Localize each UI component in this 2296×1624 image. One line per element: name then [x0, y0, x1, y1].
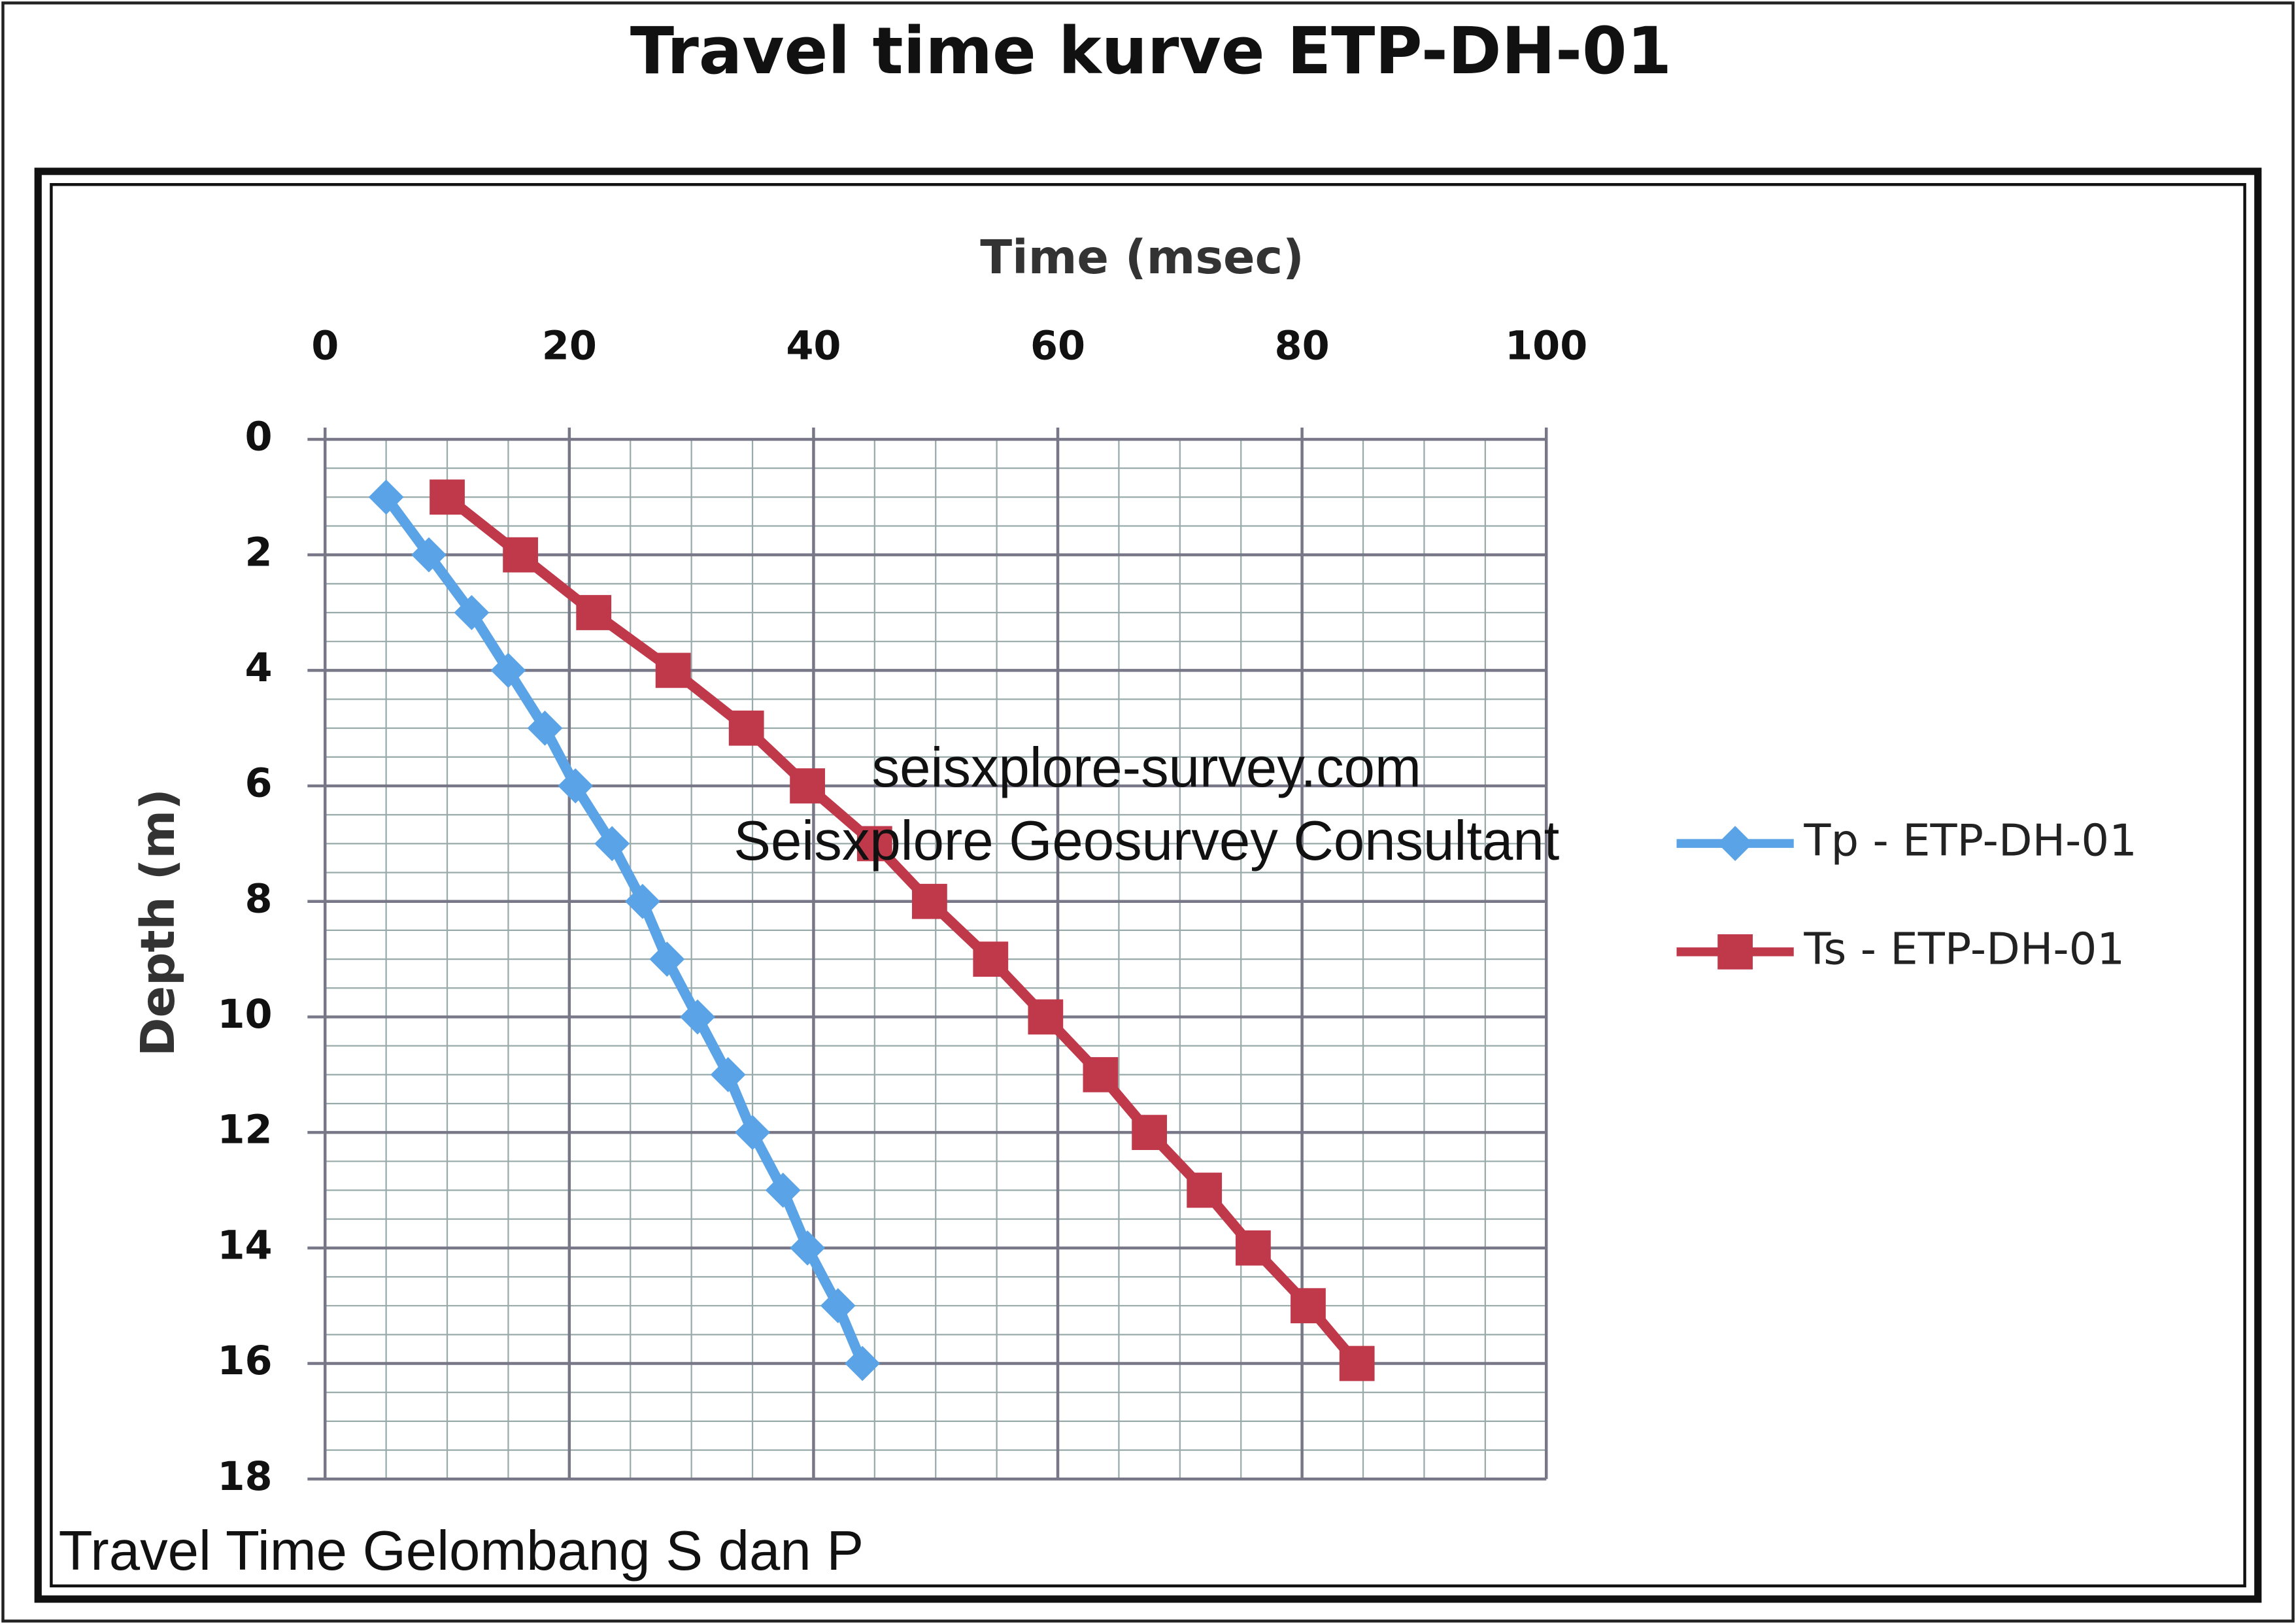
marker [368, 479, 404, 515]
y-tick-label: 16 [217, 1338, 272, 1384]
chart-title: Travel time kurve ETP-DH-01 [630, 14, 1672, 89]
y-tick-label: 6 [245, 761, 273, 807]
marker [454, 595, 490, 630]
x-tick-label: 80 [1275, 324, 1330, 369]
series [430, 479, 1375, 1381]
y-axis-label: Depth (m) [130, 788, 185, 1057]
y-tick-label: 8 [245, 876, 273, 922]
x-tick-label: 20 [542, 324, 597, 369]
chart-frame-inner [50, 183, 2246, 1587]
marker [912, 883, 947, 919]
grid [307, 428, 1548, 1481]
marker [1291, 1288, 1326, 1324]
y-tick-label: 10 [217, 992, 272, 1038]
x-tick-label: 60 [1030, 324, 1085, 369]
legend-label: Ts - ETP-DH-01 [1803, 923, 2125, 974]
x-tick-label: 0 [311, 324, 339, 369]
marker [411, 537, 447, 573]
y-tick-label: 2 [245, 530, 273, 575]
marker [527, 710, 563, 746]
series [368, 479, 881, 1381]
marker [820, 1288, 856, 1324]
marker [1236, 1230, 1271, 1266]
marker [790, 768, 825, 804]
marker [1187, 1172, 1223, 1208]
marker [576, 595, 612, 630]
marker [856, 826, 892, 862]
y-tick-label: 0 [245, 414, 273, 460]
y-tick-label: 14 [217, 1223, 272, 1268]
y-tick-label: 12 [217, 1108, 272, 1153]
marker [1083, 1057, 1119, 1092]
marker [1132, 1115, 1168, 1151]
series-line [382, 494, 868, 1366]
x-axis-label: Time (msec) [980, 229, 1304, 284]
x-tick-label: 40 [786, 324, 841, 369]
marker [655, 652, 691, 688]
marker [430, 479, 465, 515]
marker [973, 941, 1009, 977]
legend-marker [1717, 934, 1753, 970]
y-tick-label: 18 [217, 1454, 272, 1500]
legend-label: Tp - ETP-DH-01 [1803, 815, 2136, 866]
marker [625, 883, 660, 919]
marker [1028, 999, 1064, 1035]
marker [1339, 1345, 1375, 1381]
marker [503, 537, 538, 573]
caption: Travel Time Gelombang S dan P [59, 1520, 864, 1582]
y-tick-label: 4 [245, 645, 273, 691]
x-tick-label: 100 [1505, 324, 1587, 369]
watermark-company: Seisxplore Geosurvey Consultant [734, 810, 1559, 872]
chart-frame-outer [34, 167, 2262, 1603]
watermark-url: seisxplore-survey.com [872, 737, 1421, 799]
marker [728, 710, 764, 746]
series-line [444, 493, 1361, 1367]
